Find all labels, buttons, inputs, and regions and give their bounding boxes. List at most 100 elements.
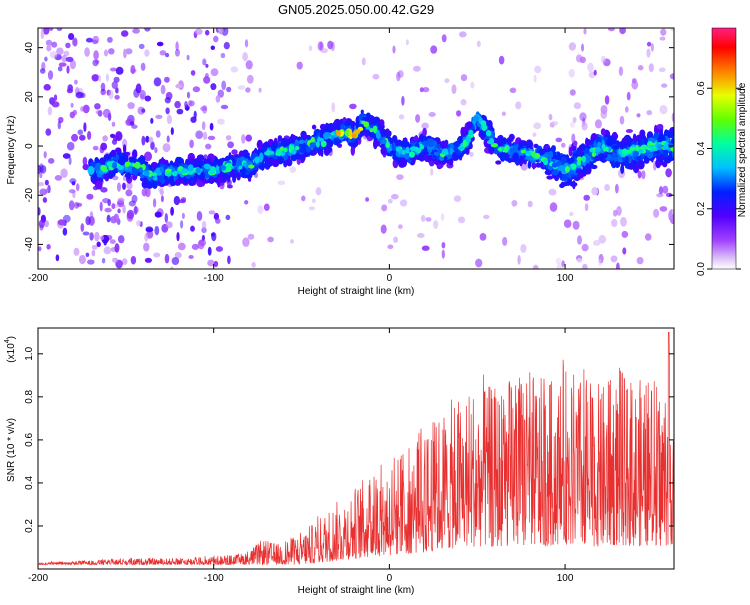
spectrogram-noise-blob bbox=[48, 158, 55, 164]
spectrogram-noise-blob bbox=[245, 87, 251, 93]
spectrogram-core-blob bbox=[351, 133, 357, 139]
spectrogram-noise-blob bbox=[114, 94, 120, 100]
spectrogram-noise-blob bbox=[277, 180, 286, 186]
spectrogram-noise-blob bbox=[380, 224, 387, 234]
spectrogram-noise-blob bbox=[177, 242, 186, 251]
spectrogram-noise-blob bbox=[100, 142, 108, 151]
top-x-tick-label: 0 bbox=[387, 273, 393, 284]
spectrogram-noise-blob bbox=[122, 182, 126, 190]
spectrogram-ridge-blob bbox=[298, 139, 305, 145]
spectrogram-noise-blob bbox=[246, 74, 254, 84]
spectrogram-noise-blob bbox=[569, 211, 574, 217]
spectrogram-core-blob bbox=[601, 144, 606, 150]
spectrogram-frame bbox=[37, 27, 675, 270]
spectrogram-noise-blob bbox=[65, 56, 74, 63]
spectrogram-noise-blob bbox=[46, 44, 52, 52]
spectrogram-ridge-blob bbox=[579, 148, 584, 155]
spectrogram-noise-blob bbox=[568, 42, 577, 51]
spectrogram-noise-blob bbox=[40, 29, 45, 40]
spectrogram-noise-blob bbox=[671, 112, 674, 123]
spectrogram-ridge-blob bbox=[158, 158, 167, 164]
spectrogram-noise-blob bbox=[301, 195, 306, 202]
spectrogram-core-blob bbox=[248, 164, 255, 169]
spectrogram-ridge-blob bbox=[404, 141, 411, 150]
spectrogram-noise-blob bbox=[460, 99, 467, 106]
spectrogram-ridge-blob bbox=[656, 123, 664, 130]
spectrogram-core-blob bbox=[485, 130, 492, 137]
spectrogram-noise-blob bbox=[51, 41, 58, 48]
spectrogram-ridge-blob bbox=[421, 140, 429, 148]
spectrogram-ridge-blob bbox=[603, 153, 608, 159]
spectrogram-noise-blob bbox=[54, 175, 63, 181]
spectrogram-noise-blob bbox=[619, 115, 625, 125]
spectrogram-noise-blob bbox=[469, 151, 474, 158]
spectrogram-noise-blob bbox=[636, 256, 644, 265]
spectrogram-ridge-blob bbox=[527, 140, 533, 149]
spectrogram-core-blob bbox=[534, 153, 541, 159]
spectrogram-noise-blob bbox=[102, 198, 110, 204]
spectrogram-core-blob bbox=[551, 162, 558, 168]
spectrogram-noise-blob bbox=[225, 214, 231, 221]
spectrogram-ridge-blob bbox=[628, 156, 632, 163]
spectrogram-ridge-blob bbox=[620, 164, 625, 175]
spectrogram-noise-blob bbox=[49, 51, 58, 59]
spectrogram-noise-blob bbox=[115, 131, 123, 142]
spectrogram-core-blob bbox=[226, 166, 232, 172]
spectrogram-ridge-blob bbox=[185, 158, 190, 166]
colorbar-tick-label: 0.0 bbox=[696, 262, 707, 276]
spectrogram-noise-blob bbox=[38, 219, 45, 229]
spectrogram-ridge-blob bbox=[426, 138, 435, 148]
spectrogram-noise-blob bbox=[561, 142, 566, 148]
spectrogram-core-blob bbox=[106, 161, 112, 167]
spectrogram-noise-blob bbox=[668, 211, 672, 221]
spectrogram-noise-blob bbox=[141, 188, 147, 197]
spectrogram-noise-blob bbox=[89, 211, 94, 219]
spectrogram-ridge-blob bbox=[422, 127, 427, 137]
spectrogram-noise-blob bbox=[45, 188, 50, 194]
spectrogram-ridge-blob bbox=[302, 132, 307, 141]
spectrogram-noise-blob bbox=[533, 264, 539, 269]
spectrogram-noise-blob bbox=[175, 83, 183, 89]
spectrogram-core-blob bbox=[339, 130, 344, 137]
spectrogram-noise-blob bbox=[42, 28, 50, 35]
spectrogram-noise-blob bbox=[393, 236, 398, 243]
spectrogram-noise-blob bbox=[616, 206, 622, 216]
spectrogram-core-blob bbox=[309, 142, 316, 148]
spectrogram-noise-blob bbox=[644, 233, 652, 241]
spectrogram-noise-blob bbox=[257, 205, 264, 215]
spectrogram-noise-blob bbox=[441, 34, 447, 43]
spectrogram-noise-blob bbox=[68, 200, 75, 211]
spectrogram-ridge-blob bbox=[350, 145, 355, 156]
top-y-tick-label: -20 bbox=[24, 188, 35, 203]
spectrogram-noise-blob bbox=[82, 104, 90, 114]
spectrogram-noise-blob bbox=[68, 157, 72, 165]
spectrogram-noise-blob bbox=[136, 85, 141, 92]
spectrogram-core-blob bbox=[144, 170, 150, 177]
spectrogram-noise-blob bbox=[217, 118, 225, 125]
spectrogram-noise-blob bbox=[111, 81, 119, 89]
spectrogram-noise-blob bbox=[144, 28, 151, 32]
snr-frame bbox=[37, 327, 675, 570]
spectrogram-core-blob bbox=[316, 137, 324, 142]
spectrogram-noise-blob bbox=[144, 233, 149, 242]
spectrogram-ridge-blob bbox=[544, 169, 552, 176]
spectrogram-noise-blob bbox=[637, 170, 642, 179]
spectrogram-noise-blob bbox=[145, 226, 154, 233]
spectrogram-noise-blob bbox=[548, 188, 557, 196]
spectrogram-noise-blob bbox=[82, 156, 88, 166]
spectrogram-ridge-blob bbox=[115, 147, 122, 153]
spectrogram-noise-blob bbox=[570, 121, 575, 128]
spectrogram-noise-blob bbox=[421, 245, 430, 251]
spectrogram-ridge-blob bbox=[220, 173, 224, 183]
spectrogram-noise-blob bbox=[125, 189, 133, 197]
spectrogram-noise-blob bbox=[533, 74, 537, 83]
spectrogram-ridge-blob bbox=[122, 144, 127, 154]
spectrogram-noise-blob bbox=[82, 163, 90, 171]
spectrogram-noise-blob bbox=[296, 61, 303, 70]
bottom-x-tick-label: 100 bbox=[557, 573, 574, 584]
spectrogram-core-blob bbox=[472, 116, 480, 122]
spectrogram-noise-blob bbox=[428, 112, 436, 117]
spectrogram-noise-blob bbox=[154, 147, 158, 154]
spectrogram-noise-blob bbox=[502, 236, 508, 246]
spectrogram-ridge-blob bbox=[231, 149, 238, 155]
